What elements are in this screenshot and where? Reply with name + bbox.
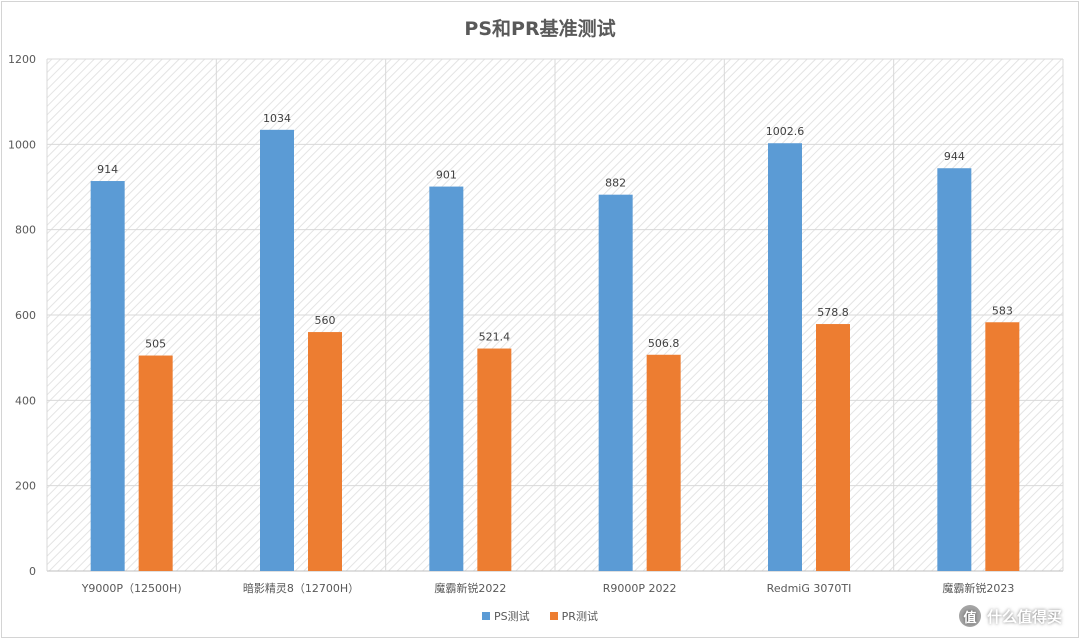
bar [429, 186, 464, 571]
x-tick-label: Y9000P（12500H) [81, 582, 182, 595]
legend-item-ps: PS测试 [482, 608, 530, 624]
data-label: 505 [145, 338, 166, 351]
chart-title: PS和PR基准测试 [464, 18, 616, 40]
bar [308, 332, 342, 571]
x-tick-label: 暗影精灵8（12700H） [243, 581, 359, 595]
bar [90, 181, 125, 571]
legend-label-pr: PR测试 [561, 610, 598, 623]
x-tick-label: R9000P 2022 [603, 582, 677, 595]
bar [598, 194, 633, 571]
data-label: 1002.6 [766, 125, 805, 138]
data-label: 506.8 [648, 337, 680, 350]
watermark-text: 什么值得买 [986, 607, 1062, 626]
data-label: 583 [992, 304, 1013, 317]
y-tick-label: 200 [15, 480, 36, 493]
legend-label-ps: PS测试 [494, 610, 530, 623]
y-tick-label: 1200 [8, 53, 36, 66]
bar [138, 355, 173, 571]
legend-swatch-pr [549, 612, 558, 620]
x-tick-label: 魔霸新锐2023 [942, 581, 1014, 595]
bar [646, 354, 681, 571]
data-label: 521.4 [479, 331, 511, 344]
y-tick-label: 1000 [8, 138, 36, 151]
legend-swatch-ps [482, 612, 491, 620]
data-label: 578.8 [817, 306, 849, 319]
legend-item-pr: PR测试 [549, 608, 598, 624]
data-label: 944 [944, 150, 965, 163]
bar [937, 168, 972, 571]
watermark: 值 什么值得买 [958, 605, 1062, 627]
watermark-badge: 值 [958, 605, 981, 627]
bar [260, 129, 294, 571]
x-tick-label: RedmiG 3070TI [767, 582, 852, 595]
bar [768, 143, 802, 571]
x-tick-label: 魔霸新锐2022 [434, 581, 506, 595]
y-tick-label: 0 [29, 565, 36, 578]
bar [985, 322, 1020, 571]
data-label: 901 [436, 169, 457, 182]
bar [816, 324, 850, 571]
chart-legend: PS测试 PR测试 [0, 608, 1080, 624]
data-label: 914 [97, 163, 118, 176]
y-tick-label: 600 [15, 309, 36, 322]
y-tick-label: 800 [15, 224, 36, 237]
y-tick-label: 400 [15, 394, 36, 407]
data-label: 882 [605, 177, 626, 190]
data-label: 1034 [263, 112, 291, 125]
data-label: 560 [315, 314, 336, 327]
bar [477, 348, 512, 571]
